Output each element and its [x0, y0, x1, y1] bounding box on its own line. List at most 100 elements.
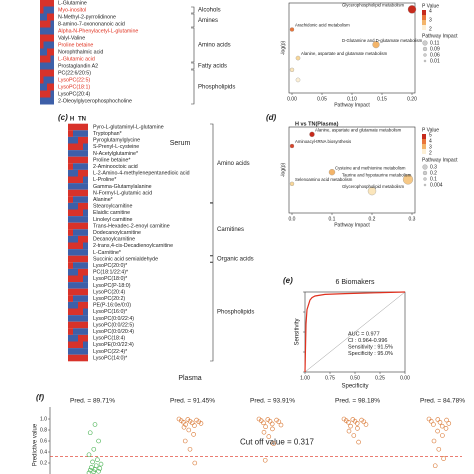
legend-tick: 0.1: [430, 176, 437, 182]
x-tick-label: 0.20: [407, 96, 417, 102]
heatmap-cell: [73, 315, 78, 322]
heatmap-cell: [78, 295, 83, 302]
metabolite-label: Tryptophan*: [93, 131, 122, 137]
pathway-label: Alanine, aspartate and glutamate metabol…: [315, 128, 402, 133]
heatmap-cell: [50, 13, 54, 21]
legend-tick: 0.2: [430, 170, 437, 176]
group-label: Organic acids: [217, 257, 254, 263]
colorbar: [422, 134, 426, 139]
heatmap-cell: [83, 216, 88, 223]
heatmap-cell: [73, 169, 78, 177]
metabolite-label: L-Glutamine: [58, 0, 87, 6]
y-tick-label: 0.6: [40, 438, 47, 444]
heatmap-cell: [78, 189, 83, 197]
bracket: [191, 27, 195, 63]
heatmap-cell: [78, 196, 83, 203]
prediction-point: [363, 422, 369, 427]
panel-tag: (e): [283, 276, 293, 285]
heatmap-cell: [50, 41, 54, 49]
pathway-bubble: [289, 143, 295, 149]
metabolite-label: LysoPC(14:0)*: [93, 355, 127, 361]
heatmap-cell: [83, 262, 88, 269]
heatmap-cell: [50, 55, 54, 63]
heatmap-cell: [43, 48, 47, 56]
prediction-point: [266, 434, 272, 439]
heatmap-cell: [78, 328, 83, 335]
metabolite-label: LysoPC(20:4): [93, 289, 125, 295]
metabolite-label: Norophthalmic acid: [58, 49, 103, 55]
legend-tick: 0.09: [430, 46, 440, 52]
heatmap-cell: [68, 341, 73, 349]
metabolite-label: LysoPC(0:0/22:4): [93, 316, 134, 322]
heatmap-cell: [68, 354, 73, 362]
legend-tick: 0.06: [430, 52, 440, 58]
x-axis-label: Pathway Impact: [334, 222, 370, 228]
heatmap-cell: [73, 301, 78, 309]
heatmap-cell: [83, 136, 88, 144]
heatmap-cell: [78, 123, 83, 131]
heatmap-cell: [68, 348, 73, 355]
metabolite-label: S-Prenyl-L-cysteine: [93, 144, 139, 150]
pathway-label: Aminoacyl-tRNA biosynthesis: [295, 139, 351, 144]
heatmap-cell: [73, 262, 78, 269]
heatmap-cell: [43, 97, 47, 105]
x-tick-label: 0.2: [369, 216, 376, 222]
heatmap-cell: [68, 301, 73, 309]
y-axis-label: Predictive value: [33, 423, 39, 466]
heatmap-cell: [73, 348, 78, 355]
heatmap-cell: [43, 76, 47, 84]
heatmap-cell: [68, 143, 73, 151]
prediction-point: [443, 426, 449, 431]
heatmap-cell: [47, 69, 51, 77]
y-tick-label: 0.4: [40, 449, 47, 455]
prediction-point: [187, 446, 193, 452]
heatmap-cell: [68, 275, 73, 283]
heatmap-cell: [73, 143, 78, 151]
group-label: Amines: [198, 18, 218, 24]
heatmap-cell: [68, 242, 73, 250]
x-tick-label: 0.0: [289, 216, 296, 222]
pathway-label: Alanine, aspartate and glutamate metabol…: [301, 51, 388, 56]
heatmap-cell: [83, 222, 88, 230]
metabolite-label: Succinic acid semialdehyde: [93, 256, 158, 262]
panel-tag: (d): [266, 113, 277, 122]
heatmap-cell: [47, 0, 51, 7]
metabolite-label: Elaidic carnitine: [93, 210, 130, 216]
heatmap-cell: [47, 55, 51, 63]
prediction-point: [431, 422, 436, 427]
x-tick-label: 0.15: [377, 96, 387, 102]
colorbar: [422, 149, 426, 154]
metabolite-label: Alpha-N-Phenylacetyl-L-glutamine: [58, 28, 138, 34]
heatmap-cell: [83, 123, 88, 131]
prediction-point: [198, 421, 204, 426]
prediction-point: [354, 421, 360, 426]
heatmap-cell: [50, 27, 54, 35]
pathway-bubble: [309, 131, 315, 138]
prediction-point: [431, 438, 437, 444]
prediction-point: [93, 463, 99, 469]
heatmap-cell: [68, 222, 73, 230]
heatmap-cell: [68, 123, 73, 131]
heatmap-cell: [78, 176, 83, 184]
heatmap-cell: [83, 282, 88, 289]
x-tick-label: 0.50: [350, 375, 360, 381]
legend-title: P Value: [422, 3, 439, 9]
metabolite-label: LysoPC(22:4)*: [93, 349, 127, 355]
metabolite-label: Dodecanoylcarnitine: [93, 230, 141, 236]
heatmap-cell: [83, 354, 88, 362]
heatmap-cell: [73, 209, 78, 217]
heatmap-cell: [40, 62, 44, 70]
legend-tick: 0.3: [430, 164, 437, 170]
metabolite-label: LysoPC(P-18:0): [93, 283, 131, 289]
heatmap-cell: [50, 6, 54, 14]
metabolite-label: LysoPC(0:0/22:5): [93, 322, 134, 328]
legend-size: [422, 46, 428, 52]
heatmap-cell: [83, 328, 88, 335]
heatmap-cell: [68, 328, 73, 335]
panel-tag: (f): [36, 393, 44, 402]
heatmap-cell: [68, 183, 73, 190]
prediction-point: [439, 423, 445, 429]
heatmap-cell: [40, 69, 44, 77]
metabolite-label: N-Methyl-2-pyrrolidinone: [58, 14, 116, 20]
